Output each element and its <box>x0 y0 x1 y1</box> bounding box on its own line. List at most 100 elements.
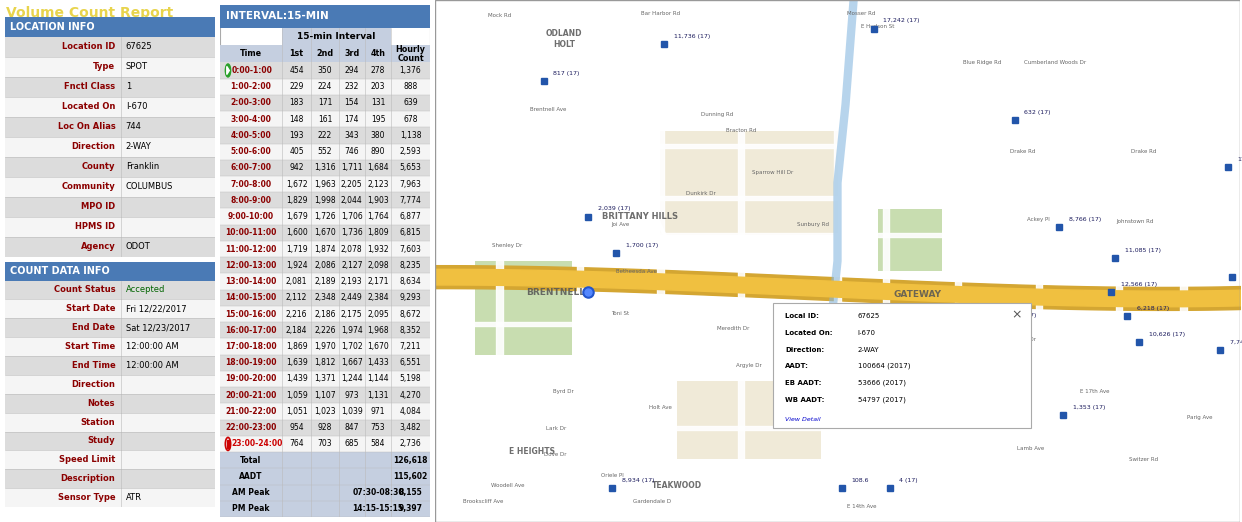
Text: 4 (17): 4 (17) <box>899 478 918 483</box>
Text: 5,653: 5,653 <box>400 163 421 172</box>
Text: 1,376: 1,376 <box>400 66 421 75</box>
Text: Argyle Dr: Argyle Dr <box>737 363 761 368</box>
Text: Total: Total <box>241 456 262 465</box>
Text: 9,293: 9,293 <box>400 293 421 302</box>
Bar <box>5 337 215 356</box>
Text: Dunkirk Dr: Dunkirk Dr <box>686 191 715 196</box>
Text: 954: 954 <box>289 423 304 432</box>
Text: Parig Ave: Parig Ave <box>1187 415 1212 420</box>
Bar <box>220 225 430 241</box>
Bar <box>220 62 430 79</box>
Text: GATEWAY: GATEWAY <box>894 290 941 300</box>
Text: Notes: Notes <box>88 399 116 408</box>
Text: Oriele Pl: Oriele Pl <box>601 472 623 478</box>
Text: Located On: Located On <box>62 102 116 111</box>
Text: 1,679: 1,679 <box>286 212 308 221</box>
Text: Woodell Ave: Woodell Ave <box>491 483 524 488</box>
Text: 2,384: 2,384 <box>368 293 389 302</box>
Text: Description: Description <box>61 474 116 483</box>
Text: 380: 380 <box>371 131 385 140</box>
Text: 6,815: 6,815 <box>400 228 421 238</box>
Text: 2,226: 2,226 <box>314 326 335 335</box>
Bar <box>220 420 430 436</box>
Text: SPOT: SPOT <box>125 62 148 71</box>
Text: 888: 888 <box>404 82 417 91</box>
Text: 174: 174 <box>344 115 359 124</box>
Text: 1,144: 1,144 <box>368 374 389 384</box>
Bar <box>220 127 430 144</box>
Text: 22:00-23:00: 22:00-23:00 <box>225 423 277 432</box>
Text: 10:00-11:00: 10:00-11:00 <box>225 228 277 238</box>
Text: 7,211: 7,211 <box>400 342 421 351</box>
Bar <box>5 117 215 137</box>
Bar <box>226 441 230 447</box>
Text: 350: 350 <box>318 66 333 75</box>
Text: 1,639: 1,639 <box>286 358 308 367</box>
Text: 2,184: 2,184 <box>286 326 308 335</box>
Bar <box>220 338 430 354</box>
Text: Brookscliff Ave: Brookscliff Ave <box>463 499 503 504</box>
Text: Drake Rd: Drake Rd <box>1130 149 1156 154</box>
Text: 54797 (2017): 54797 (2017) <box>858 396 905 403</box>
Text: 148: 148 <box>289 115 304 124</box>
Text: 53666 (2017): 53666 (2017) <box>858 379 905 386</box>
Text: 2,216: 2,216 <box>286 310 308 318</box>
Bar <box>476 261 571 355</box>
Text: 4:00-5:00: 4:00-5:00 <box>231 131 271 140</box>
Text: 2,086: 2,086 <box>314 261 335 270</box>
Text: ODLAND
HOLT: ODLAND HOLT <box>545 29 582 49</box>
Text: 19:00-20:00: 19:00-20:00 <box>225 374 277 384</box>
Text: 8:00-9:00: 8:00-9:00 <box>231 196 272 205</box>
Text: Meredith Dr: Meredith Dr <box>717 326 749 331</box>
Text: 1,672: 1,672 <box>286 180 308 188</box>
Text: 17,242 (17): 17,242 (17) <box>883 18 920 23</box>
Text: 16:00-17:00: 16:00-17:00 <box>225 326 277 335</box>
Text: 222: 222 <box>318 131 332 140</box>
Text: 2,348: 2,348 <box>314 293 335 302</box>
Text: 2:00-3:00: 2:00-3:00 <box>231 99 272 108</box>
Text: 12:00-13:00: 12:00-13:00 <box>225 261 277 270</box>
Bar <box>5 177 215 197</box>
Text: 1,932: 1,932 <box>368 245 389 254</box>
Bar <box>220 322 430 338</box>
Text: 1,974: 1,974 <box>340 326 363 335</box>
Text: 2,193: 2,193 <box>342 277 363 286</box>
Text: 14:15-15:15: 14:15-15:15 <box>353 504 404 513</box>
Bar <box>5 488 215 507</box>
Text: Loc On Alias: Loc On Alias <box>57 122 116 132</box>
Text: 2,098: 2,098 <box>368 261 389 270</box>
Text: End Time: End Time <box>72 361 116 370</box>
Text: 764: 764 <box>289 440 304 448</box>
Bar <box>5 450 215 469</box>
Text: 2,205: 2,205 <box>342 180 363 188</box>
Text: 2,175: 2,175 <box>342 310 363 318</box>
Bar <box>220 95 430 111</box>
Bar <box>220 290 430 306</box>
Bar <box>5 469 215 488</box>
Text: 2,171: 2,171 <box>368 277 389 286</box>
Text: 1,433: 1,433 <box>368 358 389 367</box>
Text: 1,764: 1,764 <box>368 212 389 221</box>
Bar <box>5 394 215 413</box>
Text: Sparrow Hill Dr: Sparrow Hill Dr <box>753 170 794 175</box>
Text: 1,371: 1,371 <box>314 374 335 384</box>
Text: 552: 552 <box>318 147 333 156</box>
Text: Count Status: Count Status <box>53 286 116 294</box>
Text: 13:00-14:00: 13:00-14:00 <box>225 277 277 286</box>
Text: Gardendale D: Gardendale D <box>633 499 672 504</box>
Text: 2,044: 2,044 <box>340 196 363 205</box>
Bar <box>5 280 215 300</box>
Text: 10,626 (17): 10,626 (17) <box>1149 331 1185 337</box>
Bar <box>220 274 430 290</box>
Text: I-670: I-670 <box>858 330 876 336</box>
Text: 639: 639 <box>404 99 417 108</box>
Text: 678: 678 <box>404 115 417 124</box>
Text: 890: 890 <box>371 147 385 156</box>
Text: E Hudson St: E Hudson St <box>861 23 894 29</box>
Text: 115,602: 115,602 <box>394 472 427 481</box>
Text: Accepted: Accepted <box>125 286 165 294</box>
Text: AADT:: AADT: <box>785 363 809 369</box>
Text: 1,706: 1,706 <box>340 212 363 221</box>
Text: 1,869: 1,869 <box>286 342 308 351</box>
Text: 1,812: 1,812 <box>314 358 335 367</box>
